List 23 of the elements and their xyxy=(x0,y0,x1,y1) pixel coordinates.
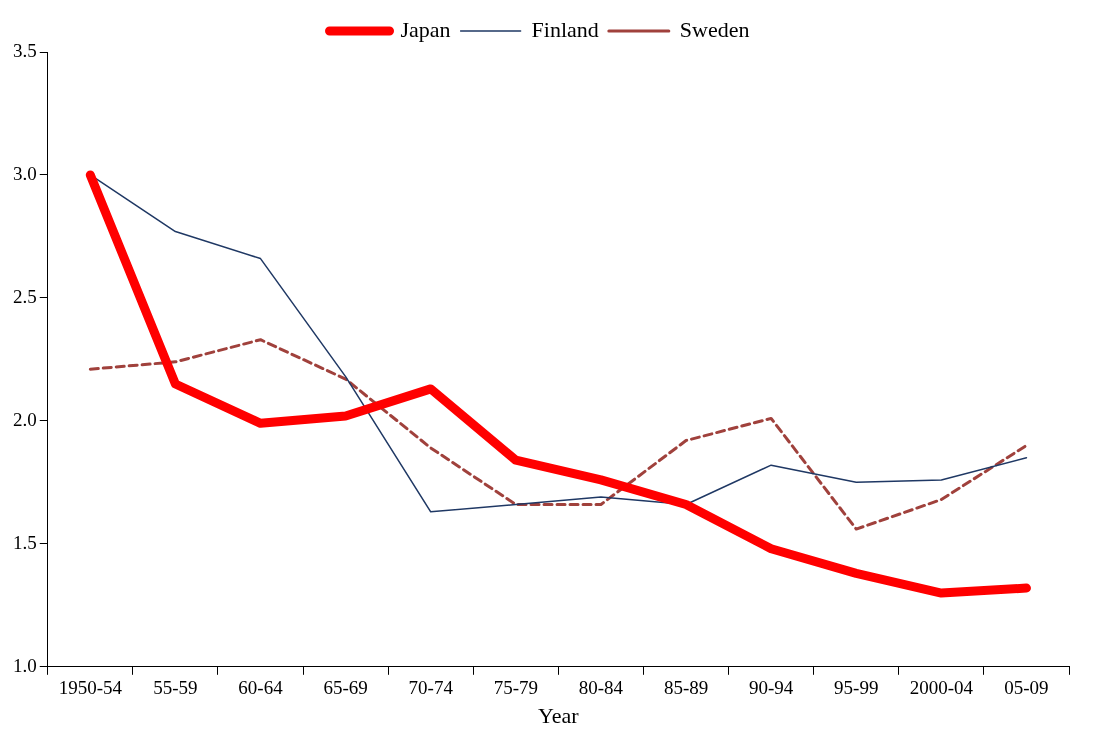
x-tick-label: 80-84 xyxy=(578,677,624,699)
x-tick-label: 1950-54 xyxy=(58,677,123,699)
x-tick-label: 05-09 xyxy=(1004,677,1049,699)
x-tick-label: 85-89 xyxy=(663,677,709,699)
x-tick-label: 55-59 xyxy=(153,677,198,699)
y-tick-label: 3.0 xyxy=(13,162,37,184)
x-tick-label: 95-99 xyxy=(834,677,879,699)
x-tick-label: 70-74 xyxy=(408,677,454,699)
y-tick-label: 3.5 xyxy=(13,39,37,61)
x-axis-title: Year xyxy=(538,702,580,728)
y-tick-label: 2.5 xyxy=(13,285,37,307)
x-tick-label: 75-79 xyxy=(493,677,538,699)
y-tick-label: 2.0 xyxy=(13,408,37,430)
x-tick-label: 2000-04 xyxy=(909,677,974,699)
line-series xyxy=(88,338,1028,531)
legend-label: Finland xyxy=(531,16,599,42)
y-tick-label: 1.0 xyxy=(13,654,37,676)
legend-label: Sweden xyxy=(679,16,750,42)
y-tick-label: 1.5 xyxy=(13,531,37,553)
legend-label: Japan xyxy=(400,16,451,42)
x-tick-label: 60-64 xyxy=(238,677,284,699)
x-tick-label: 90-94 xyxy=(748,677,794,699)
x-tick-label: 65-69 xyxy=(323,677,368,699)
